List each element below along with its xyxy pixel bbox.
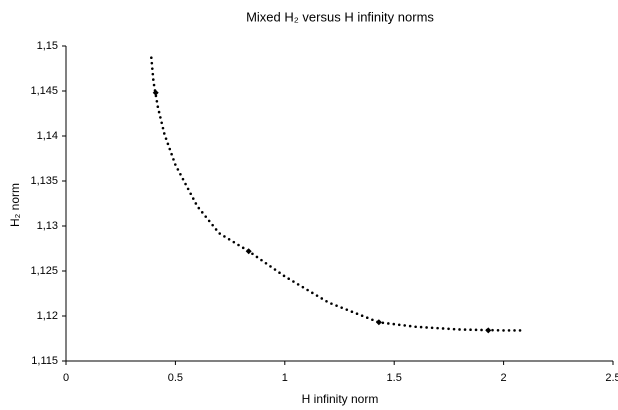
x-tick-label: 2 [501,372,507,384]
chart-title: Mixed H₂ versus H infinity norms [246,9,434,24]
trend-line [150,56,525,332]
y-tick-label: 1,135 [30,175,58,187]
x-tick-label: 1 [282,372,288,384]
x-tick-label: 0 [63,372,69,384]
y-tick-label: 1,13 [37,220,58,232]
y-tick-label: 1,14 [37,130,58,142]
x-tick-label: 0.5 [168,372,183,384]
x-tick-label: 1.5 [387,372,402,384]
y-axis-title: H₂ norm [8,183,22,227]
x-axis-title: H infinity norm [302,392,379,406]
y-tick-label: 1,125 [30,265,58,277]
y-tick-label: 1,115 [31,355,58,367]
y-tick-label: 1,145 [30,85,58,97]
y-tick-label: 1,15 [37,40,58,52]
x-tick-label: 2.5 [605,372,618,384]
y-tick-label: 1,12 [37,310,58,322]
